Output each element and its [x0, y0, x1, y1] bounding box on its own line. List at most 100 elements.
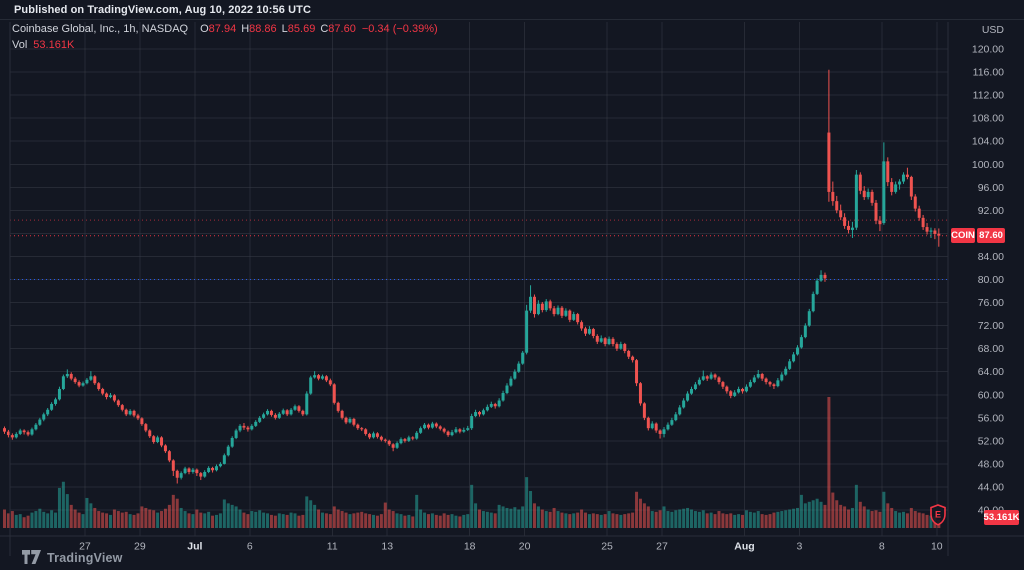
volume-bar — [760, 514, 764, 528]
volume-bar — [737, 514, 741, 528]
candle-up — [191, 469, 195, 472]
candle-down — [658, 430, 662, 434]
volume-bar — [764, 514, 768, 528]
candle-down — [458, 429, 462, 432]
volume-bar — [250, 511, 254, 528]
time-axis[interactable]: 27 29 Jul 6 11 13 18 20 25 27 Aug 3 8 10 — [79, 541, 943, 553]
volume-bar — [22, 517, 26, 528]
candle-down — [705, 376, 709, 379]
volume-bar — [917, 512, 921, 528]
volume-bar — [399, 514, 403, 528]
volume-bar — [532, 503, 536, 528]
candle-up — [748, 382, 752, 387]
volume-bar — [815, 498, 819, 528]
candle-down — [340, 410, 344, 418]
volume-bar — [909, 507, 913, 528]
volume-bar — [426, 514, 430, 528]
candle-up — [701, 376, 705, 380]
price-axis-tick: 104.00 — [972, 136, 1004, 148]
candle-up — [450, 432, 454, 436]
volume-bar — [85, 497, 89, 528]
volume-bar — [521, 506, 525, 528]
volume-bar — [772, 512, 776, 528]
volume-bar — [89, 503, 93, 528]
candle-up — [54, 399, 58, 404]
volume-bar — [301, 514, 305, 528]
volume-bar — [803, 503, 807, 528]
candle-up — [784, 368, 788, 375]
candle-down — [913, 196, 917, 209]
price-axis-tick: 44.00 — [978, 481, 1004, 493]
chart-legend: Coinbase Global, Inc., 1h, NASDAQ O 87.94… — [12, 23, 438, 55]
candle-up — [372, 433, 376, 438]
candle-up — [407, 437, 411, 441]
candle-down — [638, 383, 642, 404]
volume-bar — [819, 501, 823, 528]
volume-bar — [540, 509, 544, 528]
candle-down — [646, 417, 650, 429]
legend-row-symbol[interactable]: Coinbase Global, Inc., 1h, NASDAQ O 87.94… — [12, 23, 438, 35]
candle-up — [815, 280, 819, 294]
volume-bar — [780, 511, 784, 528]
candle-up — [501, 393, 505, 401]
candle-down — [654, 423, 658, 431]
volume-bar — [144, 507, 148, 528]
tradingview-logo[interactable]: TradingView — [22, 550, 123, 565]
volume-bar — [536, 506, 540, 528]
candle-down — [552, 308, 556, 315]
candle-down — [10, 435, 14, 438]
pane-frame — [0, 22, 1024, 556]
volume-bar — [662, 506, 666, 528]
volume-bar — [497, 504, 501, 528]
candle-up — [744, 386, 748, 392]
candle-up — [674, 414, 678, 421]
candle-up — [277, 413, 281, 418]
candle-down — [442, 428, 446, 432]
candle-up — [670, 420, 674, 425]
delayed-data-shield-icon[interactable]: E — [929, 504, 947, 526]
candle-down — [874, 202, 878, 221]
volume-bar — [262, 512, 266, 528]
candle-up — [819, 274, 823, 281]
price-axis-tick: 48.00 — [978, 458, 1004, 470]
volume-bar — [835, 500, 839, 528]
candle-down — [332, 384, 336, 403]
candle-down — [93, 376, 97, 384]
volume-bar — [741, 514, 745, 528]
price-axis[interactable]: USD 120.00 116.00 112.00 108.00 104.00 100.00 9… — [972, 24, 1005, 517]
candle-down — [364, 429, 368, 434]
volume-bar — [360, 511, 364, 528]
candle-down — [862, 190, 866, 198]
candle-up — [901, 174, 905, 182]
volume-bar — [466, 514, 470, 528]
candle-down — [77, 382, 81, 386]
candle-down — [344, 417, 348, 423]
volume-bar — [124, 511, 128, 528]
volume-bar — [42, 511, 46, 528]
candle-up — [693, 384, 697, 389]
volume-bar — [364, 513, 368, 528]
candle-down — [925, 227, 929, 232]
candle-up — [81, 383, 85, 386]
candle-down — [328, 380, 332, 385]
volume-bar — [97, 511, 101, 528]
candle-up — [509, 378, 513, 386]
candle-down — [297, 406, 301, 411]
candle-up — [466, 428, 470, 430]
volume-bar — [689, 509, 693, 528]
candle-down — [403, 439, 407, 441]
volume-bar — [839, 504, 843, 528]
candle-up — [792, 354, 796, 362]
candle-up — [481, 410, 485, 415]
candle-up — [14, 433, 18, 438]
volume-bar — [207, 511, 211, 528]
volume-bar — [709, 512, 713, 528]
price-axis-tick: 76.00 — [978, 297, 1004, 309]
candle-up — [497, 400, 501, 407]
volume-bar — [850, 507, 854, 528]
legend-row-volume[interactable]: Vol 53.161K — [12, 39, 438, 51]
volume-bar — [925, 514, 929, 528]
candle-down — [627, 350, 631, 357]
candle-up — [230, 437, 234, 447]
